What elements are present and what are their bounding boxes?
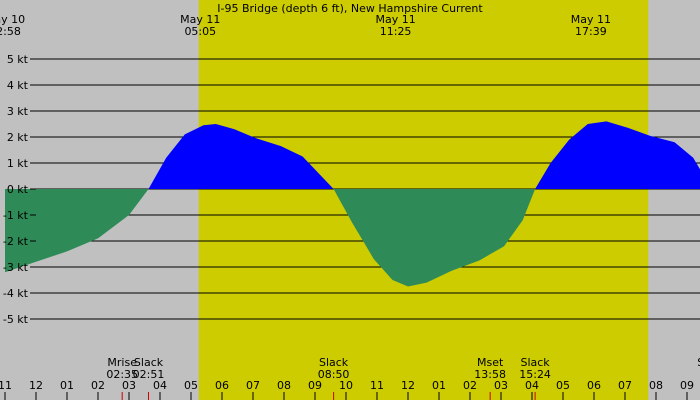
top-date-label: May 10	[0, 13, 25, 26]
x-tick-label: 08	[277, 379, 291, 392]
x-tick-label: 11	[370, 379, 384, 392]
current-area	[5, 121, 700, 287]
y-tick-label: -5 kt	[3, 313, 29, 326]
x-tick-label: 07	[618, 379, 632, 392]
y-tick-label: -4 kt	[3, 287, 29, 300]
event-labels: Mrise02:35Slack02:51Slack08:50Mset13:58S…	[106, 356, 700, 400]
x-tick-label: 01	[60, 379, 74, 392]
y-tick-label: 1 kt	[7, 157, 29, 170]
x-axis-ticks: 11 12 01 02 03 04 05 06 07 08 09 10 11 12 01 02 03 04 05 06…	[0, 379, 694, 400]
x-tick-label: 04	[525, 379, 539, 392]
y-tick-label: 5 kt	[7, 53, 29, 66]
x-tick-label: 07	[246, 379, 260, 392]
event-name-label: Slack	[319, 356, 349, 369]
y-tick-label: 0 kt	[7, 183, 29, 196]
ebb-area	[5, 189, 149, 273]
top-time-label: 05:05	[184, 25, 216, 38]
top-date-label: May 11	[180, 13, 220, 26]
y-tick-label: 3 kt	[7, 105, 29, 118]
x-tick-label: 05	[556, 379, 570, 392]
x-tick-label: 03	[122, 379, 136, 392]
x-tick-label: 12	[29, 379, 43, 392]
y-tick-label: -1 kt	[3, 209, 29, 222]
y-tick-label: 4 kt	[7, 79, 29, 92]
event-name-label: Slack	[697, 356, 700, 369]
x-tick-label: 02	[463, 379, 477, 392]
y-tick-label: -3 kt	[3, 261, 29, 274]
event-time-label: 02:51	[133, 368, 165, 381]
event-time-label: 02:35	[106, 368, 138, 381]
x-tick-label: 01	[432, 379, 446, 392]
x-tick-label: 06	[587, 379, 601, 392]
x-tick-label: 11	[0, 379, 12, 392]
x-tick-label: 12	[401, 379, 415, 392]
y-tick-label: 2 kt	[7, 131, 29, 144]
top-time-label: 11:25	[380, 25, 412, 38]
top-time-label: 22:58	[0, 25, 21, 38]
event-time-label: 08:50	[318, 368, 350, 381]
flood-area	[148, 124, 334, 189]
event-name-label: Slack	[134, 356, 164, 369]
flood-area	[535, 121, 700, 189]
ebb-area	[333, 189, 536, 287]
x-tick-label: 04	[153, 379, 167, 392]
x-tick-label: 05	[184, 379, 198, 392]
x-tick-label: 02	[91, 379, 105, 392]
x-tick-label: 09	[680, 379, 694, 392]
x-tick-label: 03	[494, 379, 508, 392]
event-time-label: 15:24	[519, 368, 551, 381]
event-time-label: 13:58	[474, 368, 506, 381]
top-date-label: May 11	[375, 13, 415, 26]
top-time-label: 17:39	[575, 25, 607, 38]
y-axis-ticks: 5 kt 4 kt 3 kt 2 kt 1 kt 0 kt -1 kt -2 kt -3 kt -…	[3, 53, 36, 326]
x-tick-label: 06	[215, 379, 229, 392]
top-date-label: May 11	[571, 13, 611, 26]
y-tick-label: -2 kt	[3, 235, 29, 248]
event-name-label: Mset	[477, 356, 504, 369]
x-tick-label: 10	[339, 379, 353, 392]
x-tick-label: 09	[308, 379, 322, 392]
chart-title: I-95 Bridge (depth 6 ft), New Hampshire …	[217, 2, 483, 15]
event-name-label: Slack	[520, 356, 550, 369]
event-name-label: Mrise	[107, 356, 137, 369]
x-tick-label: 08	[649, 379, 663, 392]
